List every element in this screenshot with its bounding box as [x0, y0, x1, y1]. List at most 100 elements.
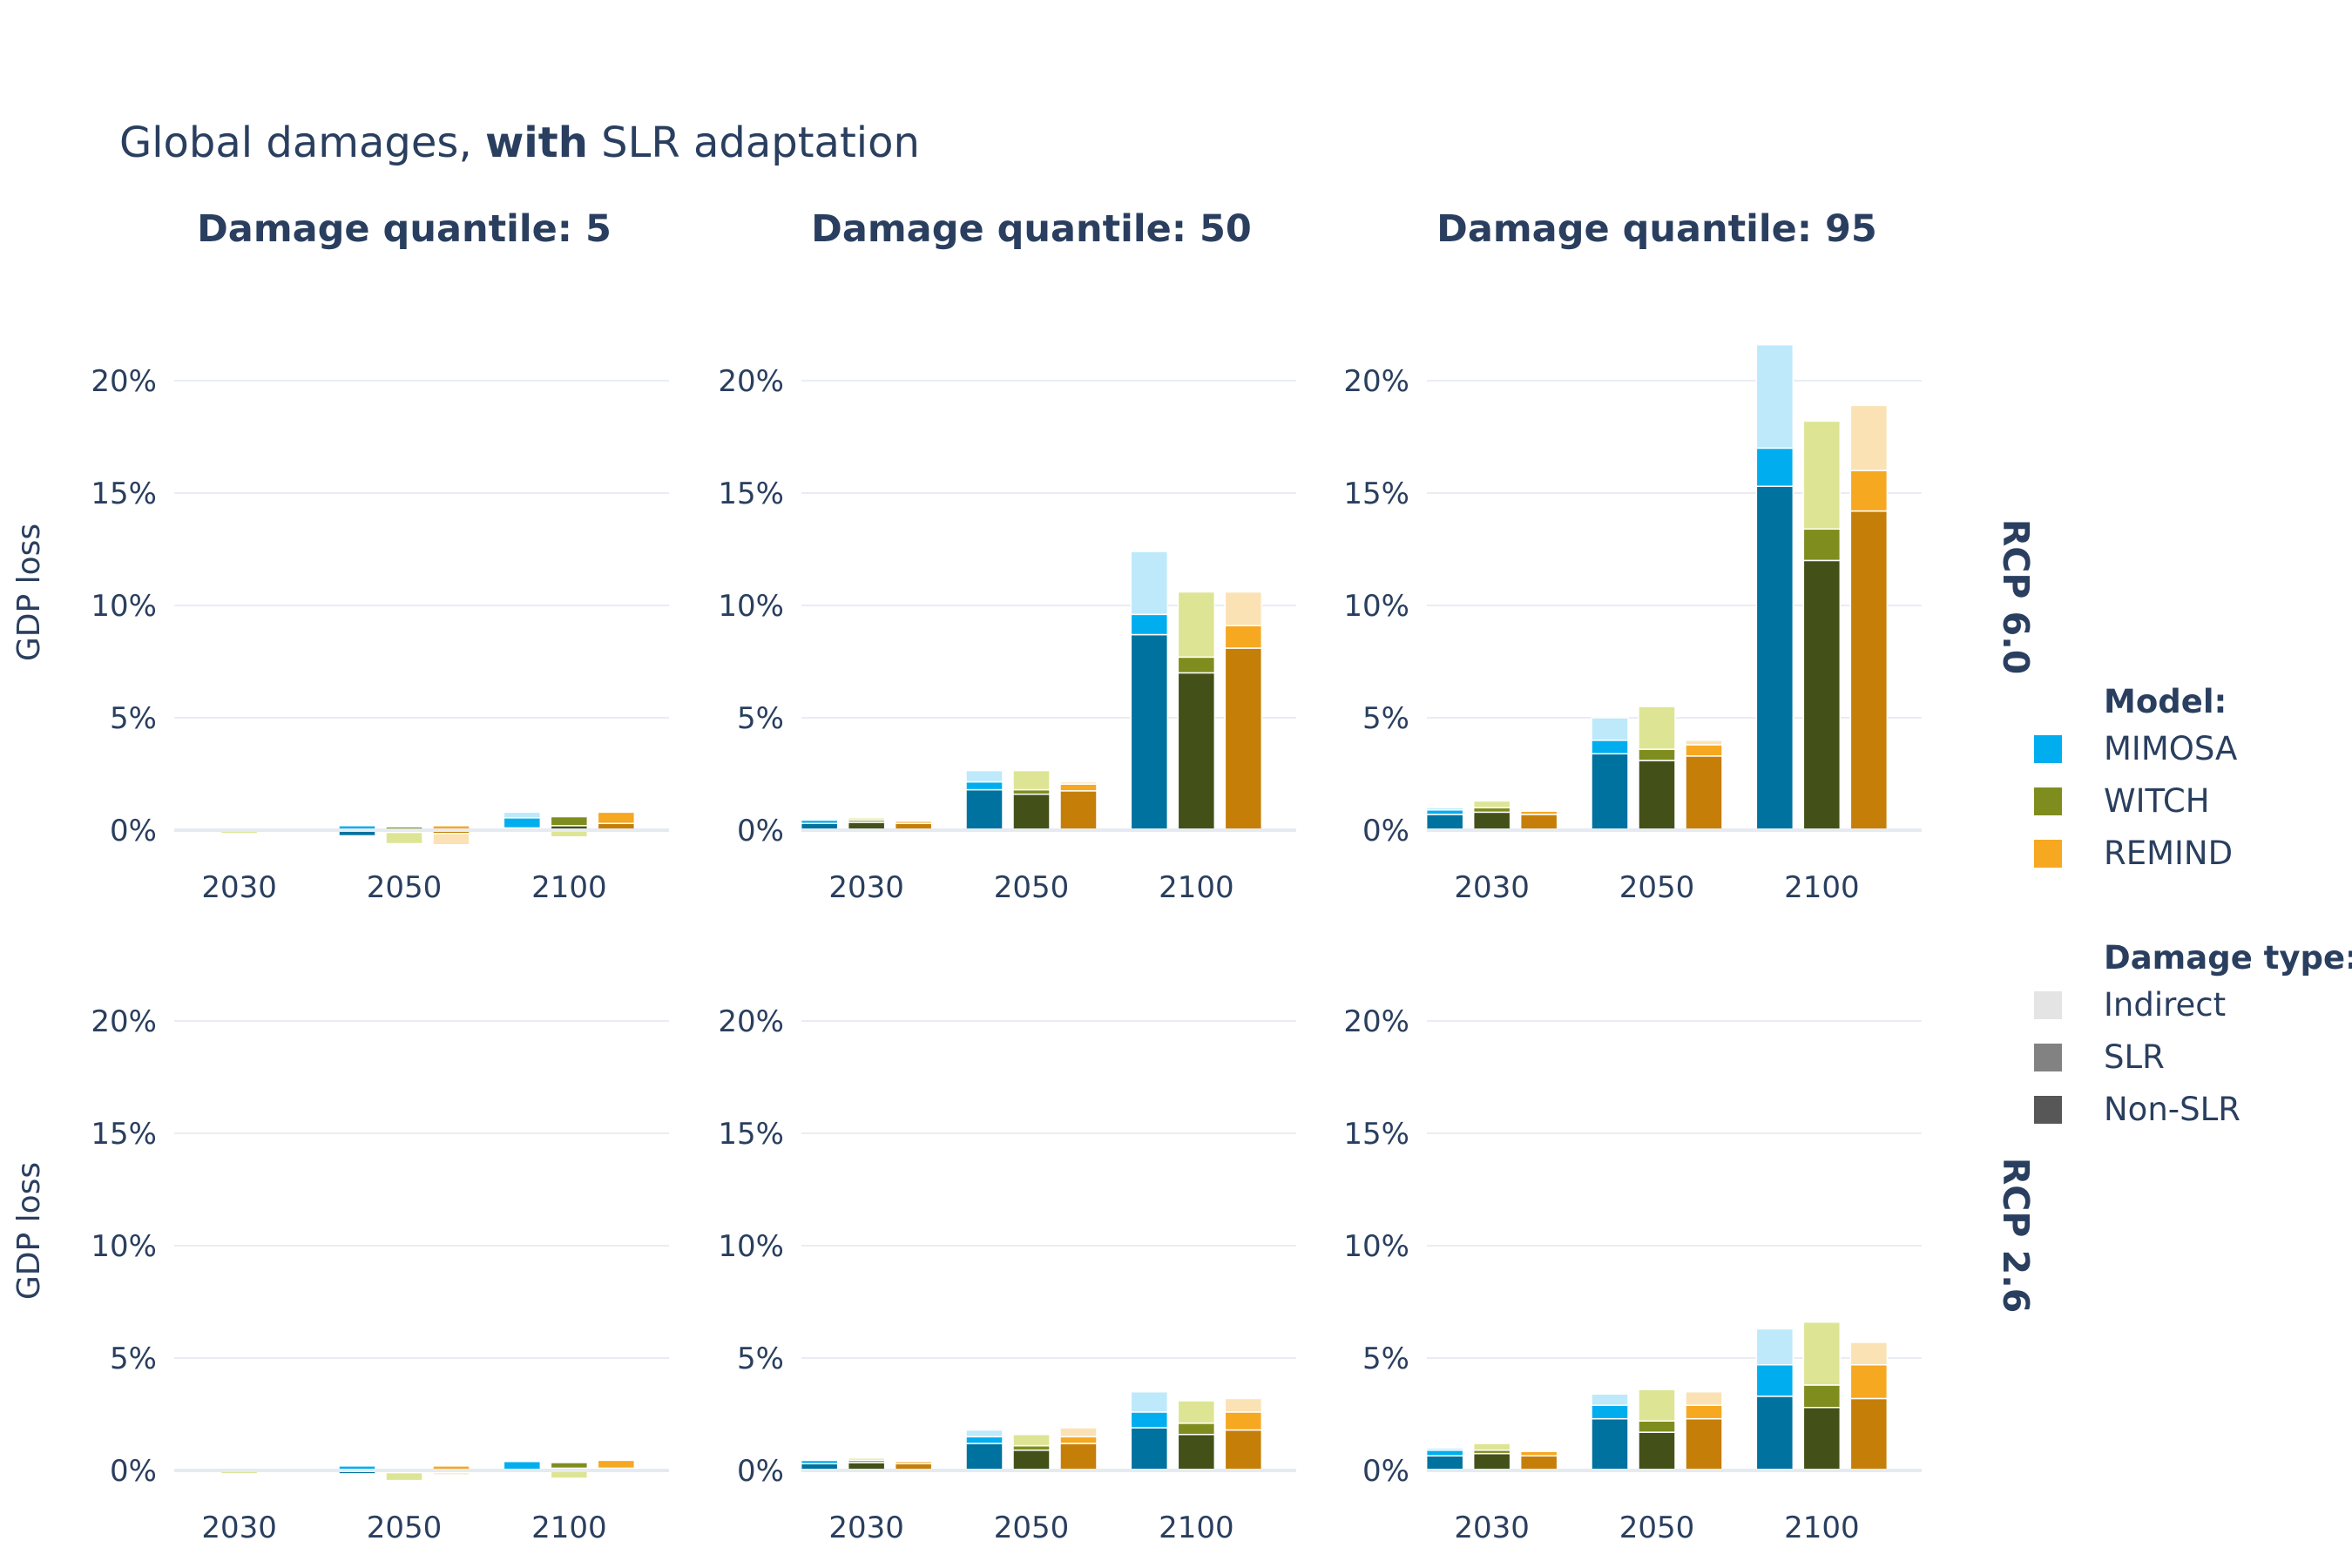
y-tick-label: 20% [91, 1004, 157, 1039]
legend-item-witch: WITCH [2104, 782, 2210, 820]
bar-remind-indirect-2050 [432, 1471, 470, 1476]
bar-witch-slr-2100 [1177, 1423, 1216, 1436]
legend-item-mimosa: MIMOSA [2104, 730, 2237, 767]
bar-mimosa-indirect-2050 [965, 769, 1004, 783]
y-tick-label: 15% [718, 476, 784, 511]
y-tick-label: 5% [110, 701, 157, 736]
panel-rcp-6-0-q5: 0% 5% 10% 15% 20% 2030 2050 2100 [91, 364, 669, 905]
x-tick-label-2100: 2100 [1159, 870, 1234, 905]
bar-remind-indirect-2050 [1685, 740, 1723, 746]
bar-remind-indirect-2030 [894, 819, 933, 822]
x-tick-label-2100: 2100 [1784, 870, 1860, 905]
bar-mimosa-slr-2100 [1755, 447, 1794, 488]
x-tick-label-2100: 2100 [1159, 1511, 1234, 1545]
y-tick-label: 15% [718, 1117, 784, 1152]
x-tick-label-2030: 2030 [1454, 870, 1530, 905]
bar-witch-slr-2100 [550, 1462, 589, 1470]
bar-remind-indirect-2050 [1059, 1427, 1098, 1438]
bar-mimosa-indirect-2030 [800, 1458, 839, 1462]
legend-item-slr: SLR [2104, 1038, 2165, 1076]
bar-remind-slr-2050 [1059, 1436, 1098, 1444]
bar-witch-non-slr-2050 [1012, 793, 1051, 831]
y-tick-label: 10% [718, 1229, 784, 1264]
bar-remind-slr-2050 [1059, 783, 1098, 792]
bar-witch-non-slr-2100 [1177, 1433, 1216, 1471]
y-tick-label: 5% [737, 701, 784, 736]
bar-remind-slr-2100 [1849, 470, 1889, 512]
bar-remind-non-slr-2050 [1685, 755, 1723, 831]
x-tick-label-2050: 2050 [1619, 1511, 1695, 1545]
row-title-rcp-2-6: RCP 2.6 [1995, 1158, 2037, 1314]
bar-mimosa-slr-2050 [1591, 1404, 1629, 1420]
bar-remind-non-slr-2030 [1519, 1455, 1558, 1471]
bar-witch-non-slr-2100 [1802, 1407, 1842, 1471]
y-tick-label: 20% [91, 364, 157, 399]
bar-remind-indirect-2030 [1519, 1450, 1558, 1452]
bar-remind-indirect-2100 [1224, 591, 1263, 626]
bar-witch-indirect-2050 [385, 1471, 423, 1482]
y-tick-label: 20% [718, 364, 784, 399]
y-tick-label: 10% [91, 1229, 157, 1264]
y-axis-label-rcp-6-0: GDP loss [11, 524, 47, 661]
y-tick-label: 10% [91, 589, 157, 624]
bar-witch-slr-2100 [1177, 656, 1216, 674]
bar-witch-slr-2030 [1472, 807, 1511, 814]
bar-mimosa-indirect-2100 [503, 1459, 542, 1463]
bar-mimosa-indirect-2100 [503, 811, 542, 819]
bar-mimosa-non-slr-2050 [965, 788, 1004, 831]
legend-item-indirect: Indirect [2104, 986, 2226, 1024]
x-tick-label-2050: 2050 [367, 1511, 443, 1545]
bar-mimosa-indirect-2050 [1591, 1393, 1629, 1406]
legend-item-non-slr: Non-SLR [2104, 1091, 2240, 1128]
bar-witch-slr-2100 [1802, 1384, 1842, 1409]
bar-remind-indirect-2050 [432, 833, 470, 846]
bar-witch-slr-2050 [1012, 788, 1051, 795]
bar-remind-slr-2100 [1849, 1363, 1889, 1400]
bar-mimosa-indirect-2100 [1130, 551, 1169, 616]
bar-mimosa-non-slr-2100 [1130, 633, 1169, 831]
panel-rcp-6-0-q50: 0% 5% 10% 15% 20% 2030 2050 2100 [718, 364, 1296, 905]
x-tick-label-2030: 2030 [201, 1511, 277, 1545]
bar-witch-non-slr-2050 [1638, 760, 1676, 831]
bar-remind-non-slr-2100 [1224, 1429, 1263, 1471]
bar-witch-indirect-2050 [1012, 1433, 1051, 1447]
x-tick-label-2030: 2030 [828, 870, 904, 905]
x-tick-label-2050: 2050 [1619, 870, 1695, 905]
bar-remind-indirect-2050 [1059, 781, 1098, 785]
bar-remind-slr-2100 [1224, 625, 1263, 649]
bar-remind-indirect-2100 [1849, 404, 1889, 471]
y-tick-label: 10% [1343, 1229, 1409, 1264]
bar-witch-indirect-2100 [1802, 420, 1842, 531]
y-tick-label: 20% [1343, 364, 1409, 399]
legend-item-remind: REMIND [2104, 835, 2233, 872]
bar-witch-non-slr-2030 [1472, 811, 1511, 831]
bar-mimosa-slr-2100 [503, 1460, 542, 1470]
bar-mimosa-indirect-2100 [1755, 1328, 1794, 1366]
bar-mimosa-non-slr-2030 [1425, 814, 1464, 831]
x-tick-label-2100: 2100 [1784, 1511, 1860, 1545]
legend-swatch-indirect [2034, 991, 2062, 1019]
bar-remind-slr-2050 [1685, 1404, 1723, 1420]
legend-swatch-mimosa [2034, 735, 2062, 763]
bar-witch-indirect-2030 [1472, 800, 1511, 808]
y-tick-label: 5% [737, 1342, 784, 1376]
bar-witch-indirect-2100 [1177, 1400, 1216, 1424]
panel-rcp-6-0-q95: 0% 5% 10% 15% 20% 2030 2050 2100 [1343, 343, 1922, 905]
x-tick-label-2050: 2050 [994, 1511, 1070, 1545]
bar-remind-non-slr-2030 [1519, 814, 1558, 831]
bar-witch-indirect-2030 [847, 817, 886, 821]
bar-mimosa-non-slr-2050 [1591, 753, 1629, 831]
bar-mimosa-slr-2100 [1755, 1363, 1794, 1397]
bar-remind-slr-2100 [1224, 1411, 1263, 1431]
bar-witch-slr-2100 [1802, 528, 1842, 562]
bar-remind-indirect-2050 [1685, 1390, 1723, 1406]
bar-mimosa-non-slr-2050 [1591, 1417, 1629, 1471]
figure-title: Global damages, with SLR adaptation [119, 118, 920, 167]
column-title-1: Damage quantile: 5 [197, 207, 612, 251]
x-tick-label-2030: 2030 [1454, 1511, 1530, 1545]
bar-mimosa-slr-2050 [1591, 740, 1629, 755]
bar-witch-indirect-2050 [1638, 706, 1676, 750]
bar-witch-indirect-2050 [385, 831, 423, 845]
bar-mimosa-non-slr-2050 [965, 1443, 1004, 1471]
bar-mimosa-non-slr-2100 [1755, 1396, 1794, 1471]
